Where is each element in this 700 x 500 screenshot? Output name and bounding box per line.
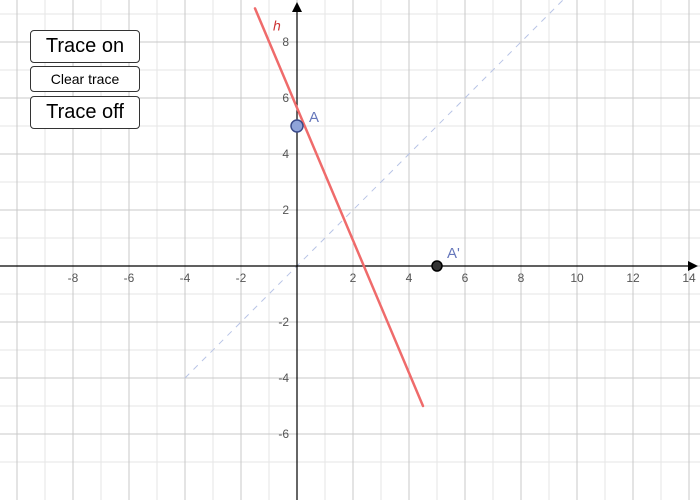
x-tick-label: -4 — [180, 271, 191, 285]
x-axis-arrow-icon — [688, 261, 698, 271]
trace-off-label: Trace off — [46, 101, 124, 123]
x-tick-label: 8 — [518, 271, 525, 285]
plot-container: -8-6-4-22468101214-6-4-22468hAA' Trace o… — [0, 0, 700, 500]
trace-on-button[interactable]: Trace on — [30, 30, 140, 63]
trace-on-label: Trace on — [46, 35, 124, 57]
x-tick-label: -2 — [236, 271, 247, 285]
x-tick-label: 14 — [682, 271, 696, 285]
point-a-prime-label: A' — [447, 245, 460, 262]
y-tick-label: 8 — [282, 35, 289, 49]
x-tick-label: -8 — [68, 271, 79, 285]
y-axis-arrow-icon — [292, 2, 302, 12]
x-tick-label: 10 — [570, 271, 584, 285]
y-tick-label: 2 — [282, 203, 289, 217]
y-tick-label: -6 — [278, 427, 289, 441]
point-a-prime[interactable] — [432, 261, 442, 271]
y-tick-label: -2 — [278, 315, 289, 329]
clear-trace-label: Clear trace — [51, 71, 119, 87]
y-tick-label: 4 — [282, 147, 289, 161]
point-a[interactable] — [291, 120, 303, 132]
clear-trace-button[interactable]: Clear trace — [30, 66, 140, 92]
x-tick-label: -6 — [124, 271, 135, 285]
trace-off-button[interactable]: Trace off — [30, 96, 140, 129]
y-tick-label: 6 — [282, 91, 289, 105]
point-a-label: A — [309, 109, 319, 126]
x-tick-label: 6 — [462, 271, 469, 285]
x-tick-label: 2 — [350, 271, 357, 285]
x-tick-label: 12 — [626, 271, 640, 285]
line-h[interactable] — [255, 8, 423, 406]
y-tick-label: -4 — [278, 371, 289, 385]
line-h-label: h — [273, 17, 281, 33]
x-tick-label: 4 — [406, 271, 413, 285]
